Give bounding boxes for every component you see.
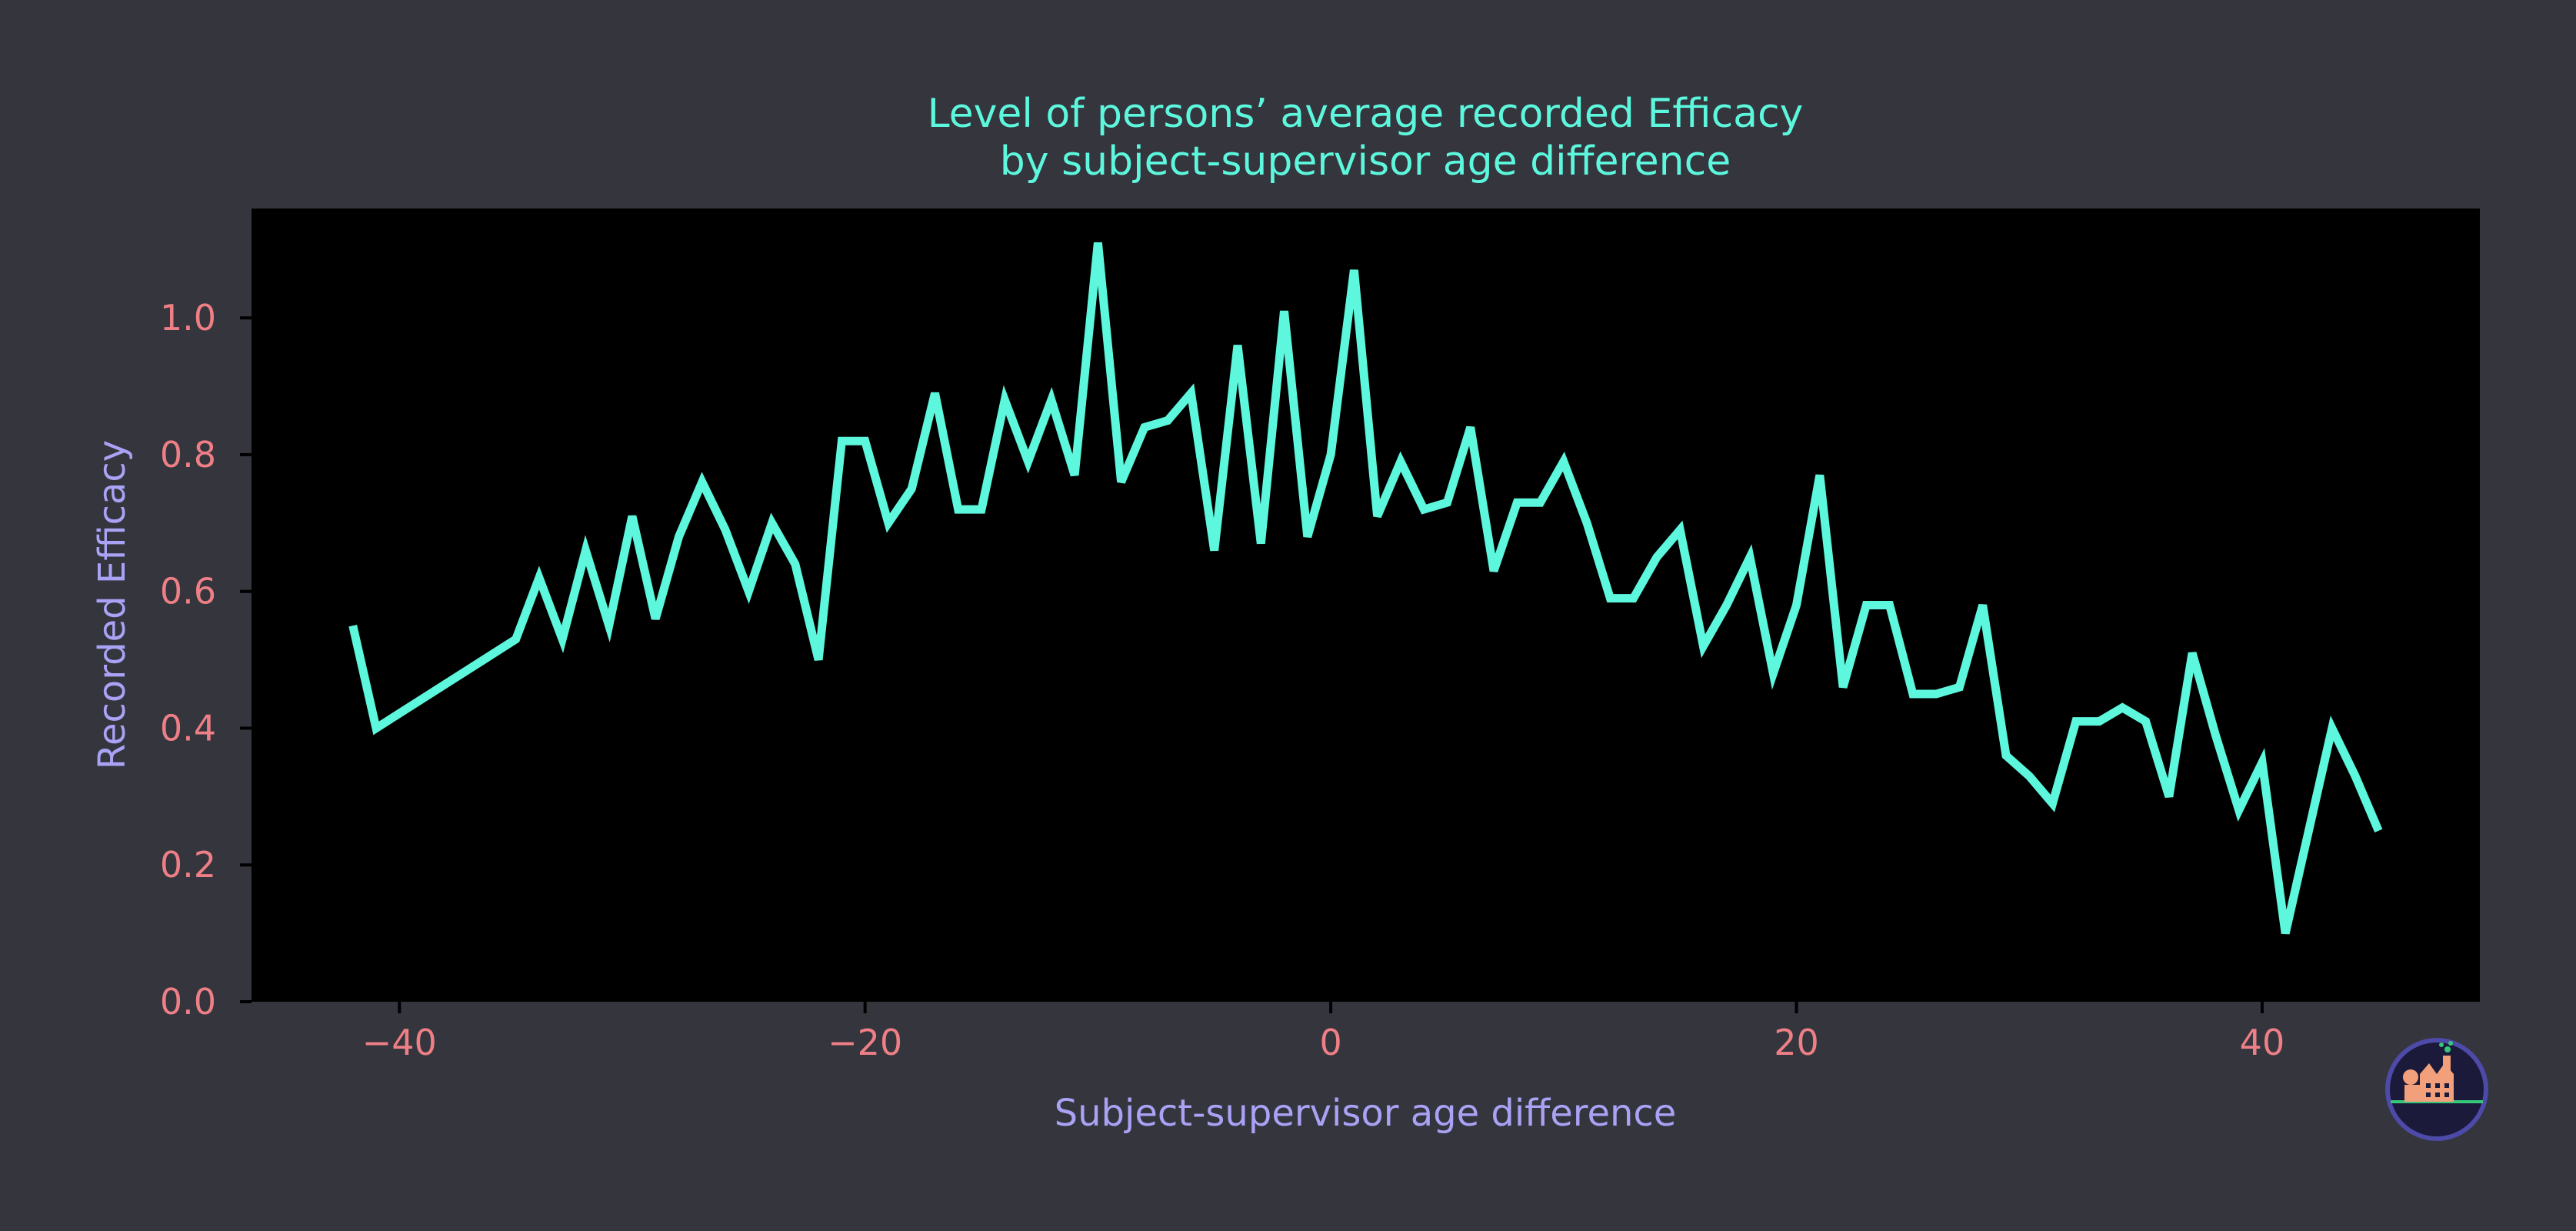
y-tick-label: 0.6 [160,571,216,612]
y-tick-label: 1.0 [160,297,216,339]
y-tick-label: 0.8 [160,434,216,475]
chart-title-line-2: by subject-supervisor age difference [1000,138,1731,185]
x-tick-label: −40 [362,1022,437,1063]
x-tick-label: 40 [2240,1022,2285,1063]
chart-title-line-1: Level of persons’ average recorded Effic… [928,91,1804,137]
x-tick-label: −20 [828,1022,902,1063]
y-axis-label: Recorded Efficacy [91,440,134,769]
plot-area [252,209,2480,1002]
x-axis-label: Subject-supervisor age difference [1055,1092,1677,1135]
x-tick-label: 20 [1774,1022,1819,1063]
y-axis: 0.0 0.2 0.4 0.6 0.8 1.0 [160,297,252,1022]
y-tick-label: 0.2 [160,844,216,886]
x-tick-label: 0 [1319,1022,1341,1063]
y-tick-label: 0.4 [160,707,216,749]
series-line-efficacy [348,242,2383,935]
x-axis: −40 −20 0 20 40 [362,1002,2285,1063]
y-tick-label: 0.0 [160,981,216,1022]
factory-logo-icon [2385,1038,2488,1141]
